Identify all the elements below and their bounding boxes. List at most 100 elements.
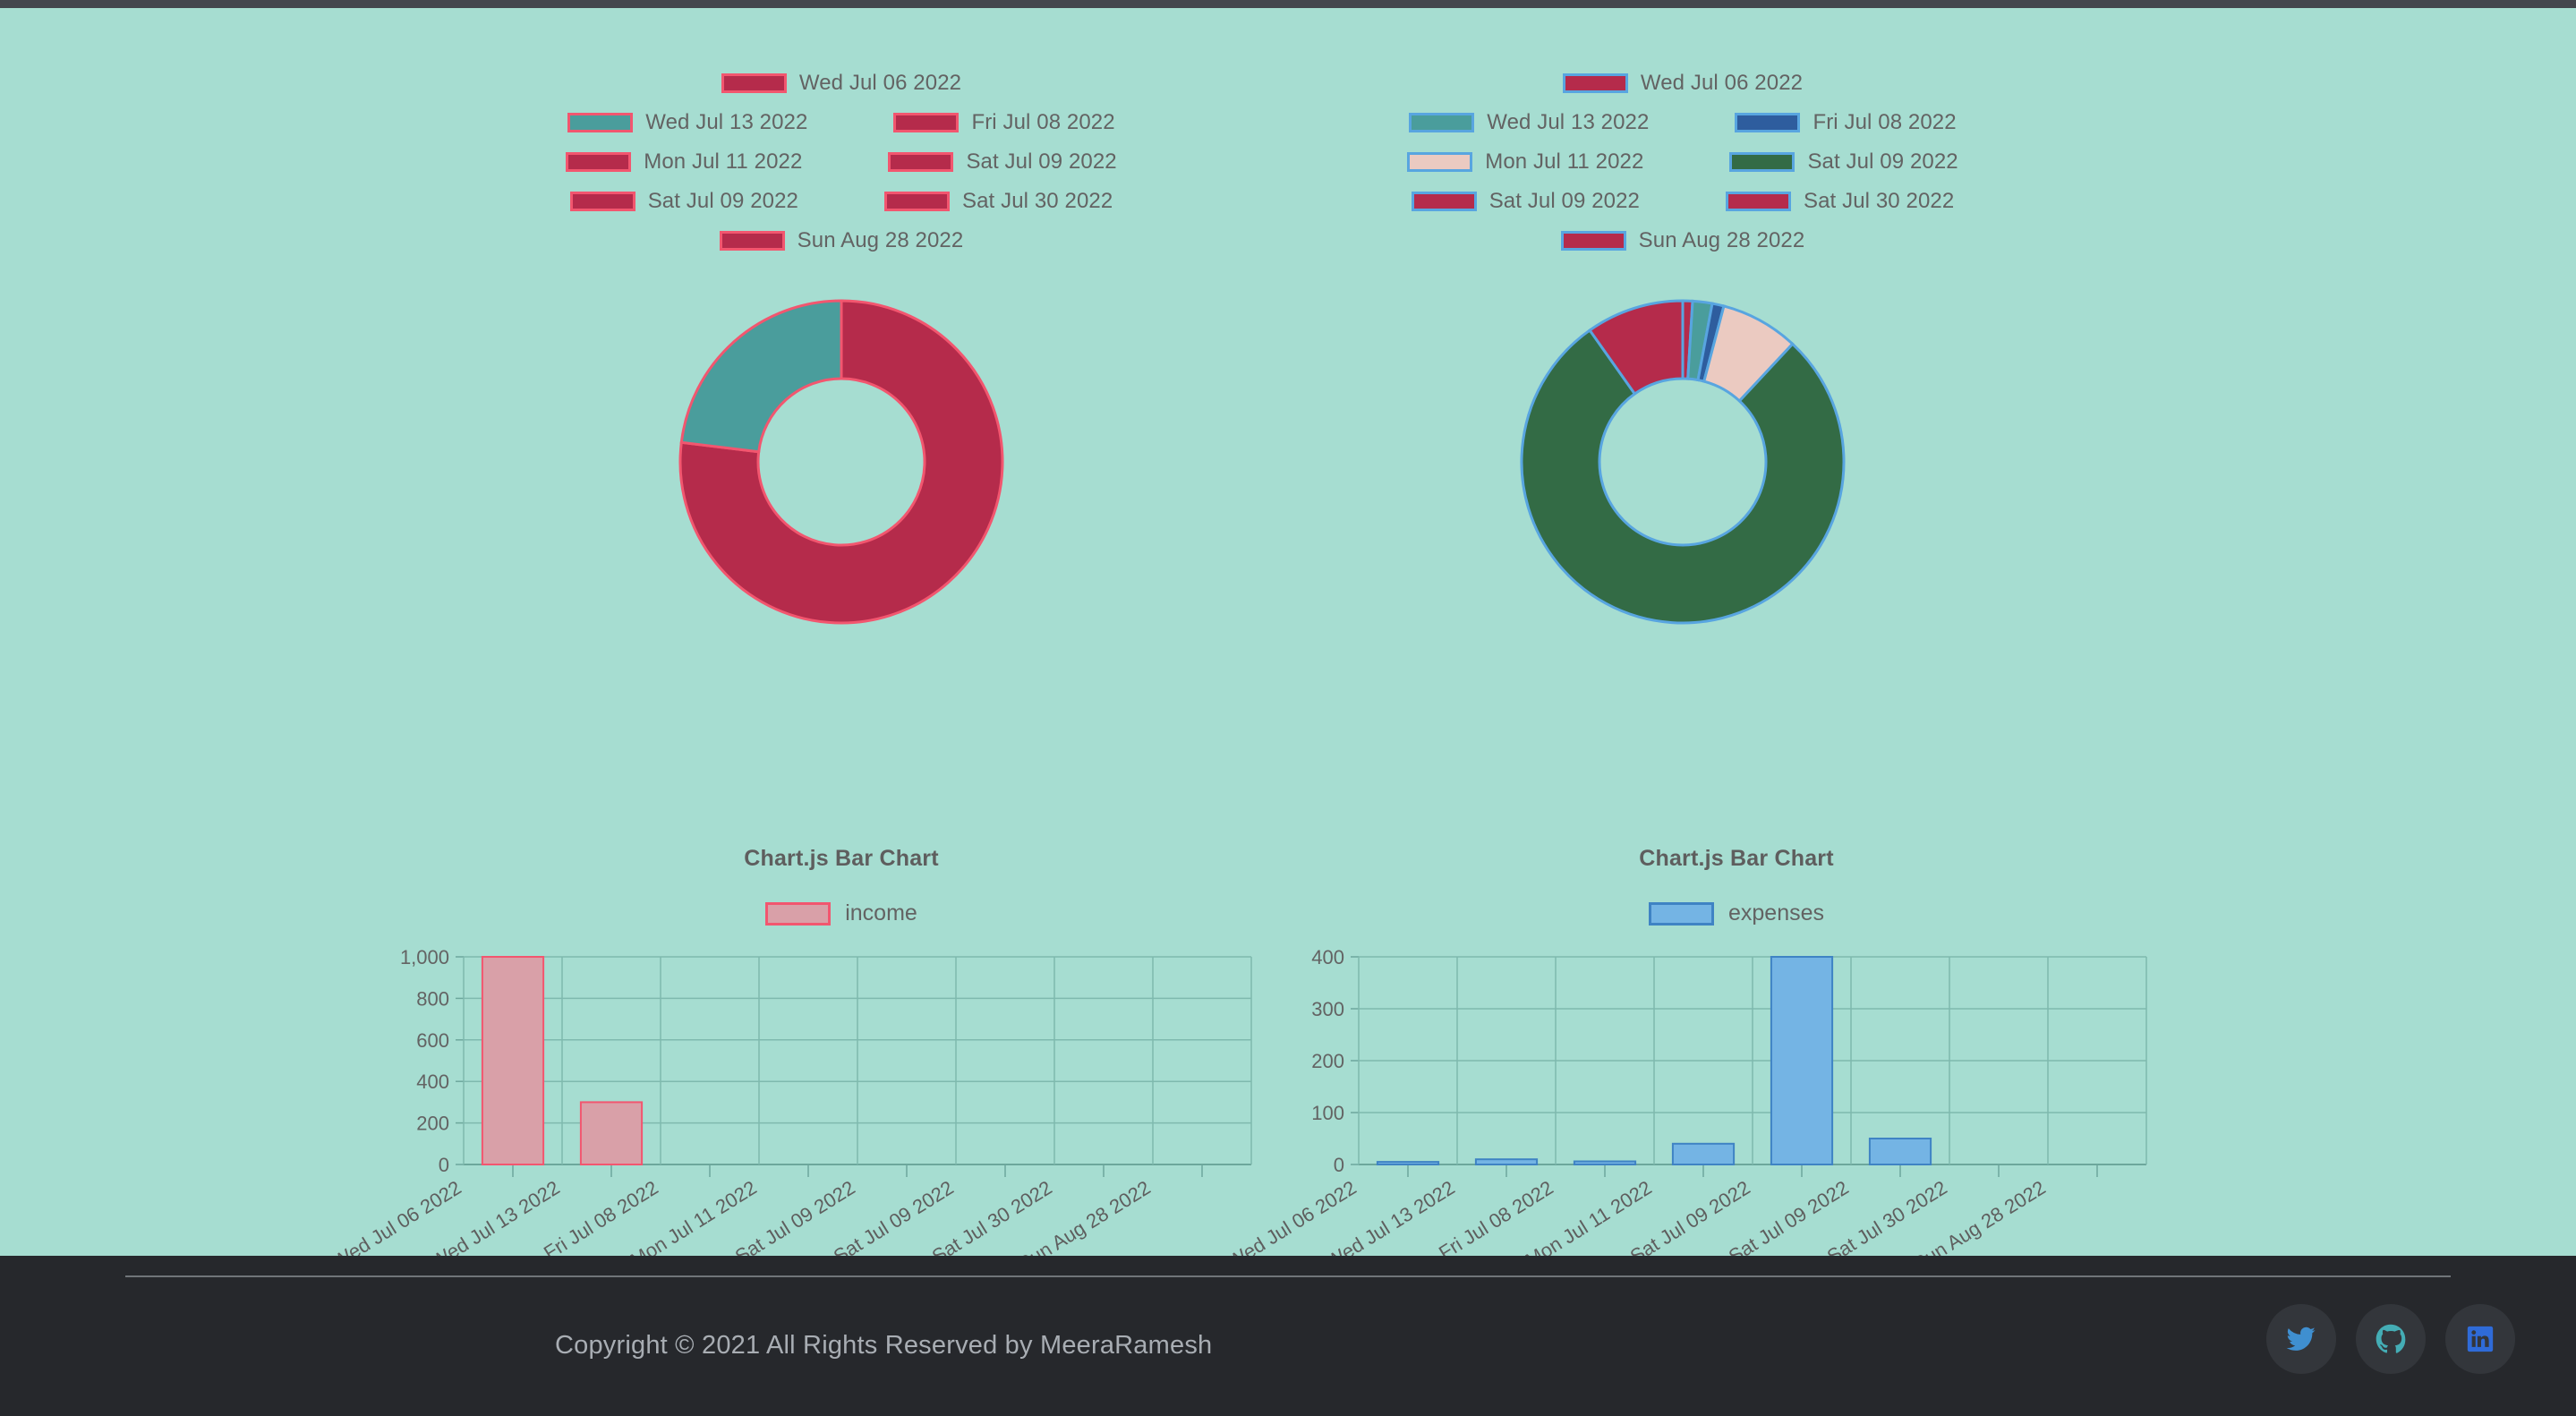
legend-item-label: Sun Aug 28 2022 — [797, 228, 964, 252]
income-legend-swatch — [765, 901, 832, 926]
legend-item-label: Wed Jul 13 2022 — [645, 110, 808, 134]
income-doughnut-canvas[interactable] — [678, 298, 1005, 626]
legend-item[interactable]: Sat Jul 09 2022 — [1411, 189, 1640, 214]
footer-social-links — [2266, 1304, 2515, 1374]
legend-swatch — [1411, 192, 1477, 211]
legend-item-label: Wed Jul 13 2022 — [1487, 110, 1650, 134]
legend-item[interactable]: Wed Jul 13 2022 — [567, 110, 807, 135]
legend-swatch — [721, 73, 787, 93]
legend-row: Sat Jul 09 2022 Sat Jul 30 2022 — [439, 182, 1244, 221]
legend-row: Mon Jul 11 2022 Sat Jul 09 2022 — [439, 142, 1244, 182]
legend-item[interactable]: Sat Jul 30 2022 — [1726, 189, 1954, 214]
dashboard-page: Wed Jul 06 2022 Wed Jul 13 2022 Fri Jul 08… — [0, 8, 2576, 1275]
footer-divider — [125, 1275, 2451, 1277]
footer-copyright: Copyright © 2021 All Rights Reserved by … — [555, 1331, 1213, 1360]
bar[interactable] — [579, 1101, 644, 1165]
legend-item-label: Sat Jul 30 2022 — [1804, 189, 1955, 213]
legend-swatch — [1407, 152, 1473, 172]
legend-item[interactable]: Sat Jul 09 2022 — [888, 149, 1117, 175]
y-tick-label: 200 — [416, 1113, 449, 1135]
legend-swatch — [1735, 113, 1801, 132]
expenses-doughnut-canvas[interactable] — [1519, 298, 1847, 626]
legend-swatch — [566, 152, 632, 172]
bar[interactable] — [1770, 956, 1834, 1165]
y-tick-label: 800 — [416, 987, 449, 1010]
legend-item-label: Wed Jul 06 2022 — [1640, 71, 1804, 95]
legend-row: Mon Jul 11 2022 Sat Jul 09 2022 — [1280, 142, 2086, 182]
expenses-bar-legend[interactable]: expenses — [1262, 900, 2211, 926]
legend-item[interactable]: Mon Jul 11 2022 — [566, 149, 802, 175]
doughnut-slice[interactable] — [679, 299, 843, 454]
legend-row: Wed Jul 06 2022 — [439, 64, 1244, 103]
y-tick-label: 0 — [1334, 1154, 1344, 1176]
github-link[interactable] — [2356, 1304, 2426, 1374]
legend-item[interactable]: Fri Jul 08 2022 — [1735, 110, 1957, 135]
expenses-doughnut-card: Wed Jul 06 2022 Wed Jul 13 2022 Fri Jul 08… — [1280, 8, 2086, 635]
y-tick-label: 600 — [416, 1029, 449, 1052]
legend-item[interactable]: Wed Jul 13 2022 — [1409, 110, 1649, 135]
bar-charts-row: Chart.js Bar Chart income 0 200 400 600 800 1… — [0, 814, 2576, 1275]
legend-swatch — [888, 152, 954, 172]
legend-item-label: Wed Jul 06 2022 — [798, 71, 962, 95]
expenses-doughnut-legend: Wed Jul 06 2022 Wed Jul 13 2022 Fri Jul 08… — [1280, 8, 2086, 260]
twitter-icon — [2286, 1324, 2316, 1354]
bar[interactable] — [1868, 1138, 1932, 1165]
y-tick-label: 400 — [416, 1071, 449, 1093]
expenses-bar-card: Chart.js Bar Chart expenses 0 100 200 300 40… — [1224, 814, 2211, 1275]
legend-item[interactable]: Sat Jul 30 2022 — [884, 189, 1113, 214]
legend-item[interactable]: Wed Jul 06 2022 — [721, 71, 961, 96]
legend-item[interactable]: Sat Jul 09 2022 — [1729, 149, 1958, 175]
legend-row: Sun Aug 28 2022 — [1280, 221, 2086, 260]
legend-item[interactable]: Sat Jul 09 2022 — [569, 189, 798, 214]
bar[interactable] — [481, 956, 545, 1165]
income-bar-title: Chart.js Bar Chart — [744, 846, 939, 871]
legend-swatch — [1562, 73, 1628, 93]
legend-item[interactable]: Fri Jul 08 2022 — [893, 110, 1115, 135]
legend-item-label: Sat Jul 30 2022 — [962, 189, 1113, 213]
legend-row: Sat Jul 09 2022 Sat Jul 30 2022 — [1280, 182, 2086, 221]
legend-item-label: Sat Jul 09 2022 — [647, 189, 798, 213]
legend-item-label: Sat Jul 09 2022 — [1488, 189, 1640, 213]
bar[interactable] — [1573, 1160, 1637, 1166]
legend-item[interactable]: Sun Aug 28 2022 — [1560, 228, 1805, 253]
legend-item-label: Sat Jul 09 2022 — [966, 149, 1117, 174]
doughnut-slice[interactable] — [1588, 299, 1685, 397]
legend-swatch — [884, 192, 950, 211]
legend-item-label: Mon Jul 11 2022 — [644, 149, 803, 174]
legend-row: Sun Aug 28 2022 — [439, 221, 1244, 260]
doughnut-slice[interactable] — [1520, 328, 1846, 625]
doughnut-charts-row: Wed Jul 06 2022 Wed Jul 13 2022 Fri Jul 08… — [0, 8, 2576, 635]
income-legend-label: income — [845, 900, 917, 926]
legend-swatch — [1409, 113, 1475, 132]
expenses-bar-title: Chart.js Bar Chart — [1639, 846, 1834, 871]
income-bar-plot[interactable]: 0 200 400 600 800 1,000 Wed Jul 06 2022 Wed Jul… — [328, 946, 1316, 1275]
linkedin-link[interactable] — [2445, 1304, 2515, 1374]
legend-row: Wed Jul 13 2022 Fri Jul 08 2022 — [1280, 103, 2086, 142]
bar[interactable] — [1474, 1158, 1539, 1165]
legend-swatch — [567, 113, 634, 132]
income-bar-legend[interactable]: income — [367, 900, 1316, 926]
y-tick-label: 400 — [1311, 946, 1344, 968]
twitter-link[interactable] — [2266, 1304, 2336, 1374]
doughnut-slice[interactable] — [678, 299, 1004, 625]
expenses-legend-label: expenses — [1727, 900, 1825, 926]
bar[interactable] — [1671, 1142, 1736, 1166]
legend-item-label: Sun Aug 28 2022 — [1638, 228, 1805, 252]
legend-item[interactable]: Sun Aug 28 2022 — [719, 228, 964, 253]
legend-swatch — [569, 192, 635, 211]
y-tick-label: 1,000 — [400, 946, 449, 968]
income-doughnut-card: Wed Jul 06 2022 Wed Jul 13 2022 Fri Jul 08… — [439, 8, 1244, 635]
legend-swatch — [893, 113, 960, 132]
expenses-legend-swatch — [1648, 901, 1714, 926]
expenses-bar-plot[interactable]: 0 100 200 300 400 Wed Jul 06 2022 Wed Jul 13 2… — [1224, 946, 2211, 1275]
bar[interactable] — [1376, 1161, 1440, 1166]
legend-item[interactable]: Mon Jul 11 2022 — [1407, 149, 1643, 175]
github-icon — [2376, 1324, 2406, 1354]
legend-item[interactable]: Wed Jul 06 2022 — [1562, 71, 1804, 96]
legend-row: Wed Jul 13 2022 Fri Jul 08 2022 — [439, 103, 1244, 142]
legend-item-label: Sat Jul 09 2022 — [1807, 149, 1958, 174]
linkedin-icon — [2465, 1324, 2495, 1354]
legend-swatch — [1726, 192, 1791, 211]
y-tick-label: 200 — [1311, 1050, 1344, 1072]
legend-item-label: Fri Jul 08 2022 — [1813, 110, 1957, 134]
